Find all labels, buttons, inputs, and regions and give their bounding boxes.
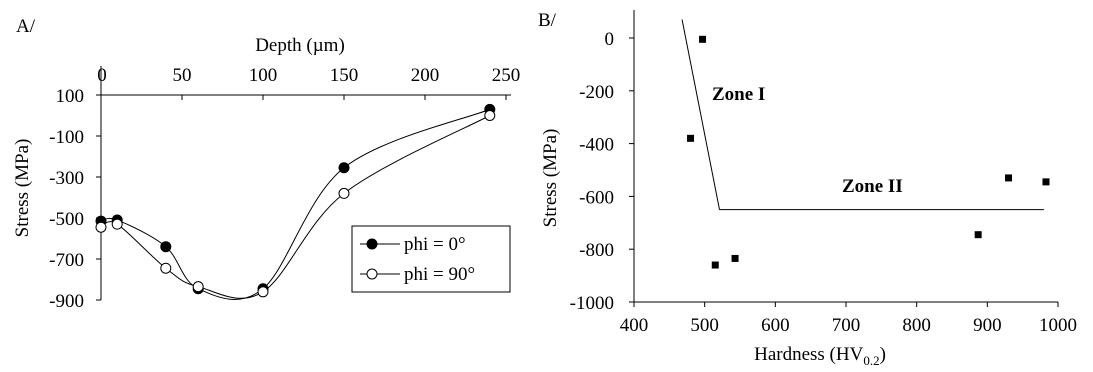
chart-b-y-tick-label: -600 — [579, 187, 614, 208]
chart-a-y-tick-label: -500 — [49, 209, 84, 230]
chart-b-x-tick-label: 700 — [832, 315, 861, 336]
chart-a-y-tick-label: 100 — [56, 86, 85, 107]
chart-a-y-tick-label: -900 — [49, 291, 84, 312]
legend-box — [351, 225, 511, 293]
chart-a-panel-label: A/ — [16, 16, 36, 37]
chart-a-x-tick-label: 200 — [411, 65, 440, 86]
chart-b-x-axis-label: Hardness (HV0.2) — [754, 344, 886, 368]
chart-b-x-tick-label: 800 — [902, 315, 931, 336]
chart-a-x-tick-label: 0 — [97, 65, 107, 86]
chart-b-x-tick-label: 400 — [620, 315, 649, 336]
chart-b-y-tick-label: 0 — [605, 29, 615, 50]
chart-a-x-tick-label: 250 — [492, 65, 521, 86]
chart-a-data-point — [111, 218, 123, 230]
chart-b-y-tick-label: -400 — [579, 135, 614, 156]
chart-a-x-tick-label: 150 — [330, 65, 359, 86]
xlabel-main: Hardness (HV — [754, 344, 864, 365]
chart-a-x-ticks: 0 50 100 150 200 250 — [97, 65, 520, 100]
chart-a-data-point — [160, 262, 172, 274]
xlabel-subscript: 0.2 — [863, 353, 879, 368]
chart-b-x-tick-label: 1000 — [1039, 315, 1077, 336]
zone-1-label: Zone I — [712, 84, 765, 105]
legend-marker-phi90 — [366, 268, 378, 280]
legend-label-phi0: phi = 0° — [404, 234, 466, 255]
chart-a-x-tick-label: 50 — [173, 65, 192, 86]
chart-a-data-point — [257, 286, 269, 298]
chart-a-x-axis-label: Depth (µm) — [255, 35, 345, 56]
chart-a-data-point — [192, 281, 204, 293]
chart-b-y-axis-label: Stress (MPa) — [540, 129, 561, 228]
chart-b-data-point — [731, 254, 739, 262]
chart-a-y-tick-label: -700 — [49, 250, 84, 271]
chart-b-y-tick-label: -1000 — [570, 293, 614, 314]
chart-a-data-point — [484, 110, 496, 121]
chart-b-y-tick-label: -200 — [579, 82, 614, 103]
chart-a-data-point — [160, 241, 172, 253]
legend-marker-phi0 — [366, 238, 378, 250]
chart-b-y-ticks: 0 -200 -400 -600 -800 -1000 — [570, 29, 634, 314]
chart-b-data-point — [711, 261, 719, 269]
chart-b-data-point — [1005, 174, 1013, 182]
chart-a-data-point — [95, 221, 107, 233]
chart-b-panel-label: B/ — [538, 10, 557, 31]
zone-2-label: Zone II — [842, 176, 903, 197]
chart-b-data-point — [699, 35, 707, 43]
chart-b-points — [687, 35, 1050, 269]
chart-a-series — [95, 103, 496, 300]
chart-b-x-tick-label: 600 — [761, 315, 790, 336]
chart-b-y-tick-label: -800 — [579, 240, 614, 261]
chart-a-y-axis-label: Stress (MPa) — [12, 139, 33, 238]
chart-a-data-point — [338, 162, 350, 174]
chart-a-data-point — [338, 187, 350, 199]
chart-b-x-ticks: 400 500 600 700 800 900 1000 — [620, 302, 1077, 336]
xlabel-close: ) — [880, 344, 886, 365]
chart-b-x-tick-label: 500 — [690, 315, 719, 336]
chart-b-zone-lines — [681, 19, 1044, 211]
chart-b-data-point — [974, 231, 982, 239]
chart-b-x-tick-label: 900 — [973, 315, 1002, 336]
chart-a-y-ticks: 100 -100 -300 -500 -700 -900 — [49, 86, 101, 312]
chart-b-data-point — [1042, 178, 1050, 186]
zone-boundary-line-1 — [681, 19, 720, 210]
legend-label-phi90: phi = 90° — [404, 264, 475, 285]
chart-b-data-point — [687, 134, 695, 142]
chart-b: B/ Stress (MPa) Hardness (HV0.2) 400 500 6… — [538, 10, 1077, 368]
chart-a-x-tick-label: 100 — [249, 65, 278, 86]
chart-a-legend: phi = 0° phi = 90° — [351, 225, 511, 293]
chart-a: A/ Depth (µm) Stress (MPa) 0 50 100 150 200 2… — [12, 16, 520, 312]
chart-a-y-tick-label: -300 — [49, 168, 84, 189]
chart-a-y-tick-label: -100 — [49, 127, 84, 148]
